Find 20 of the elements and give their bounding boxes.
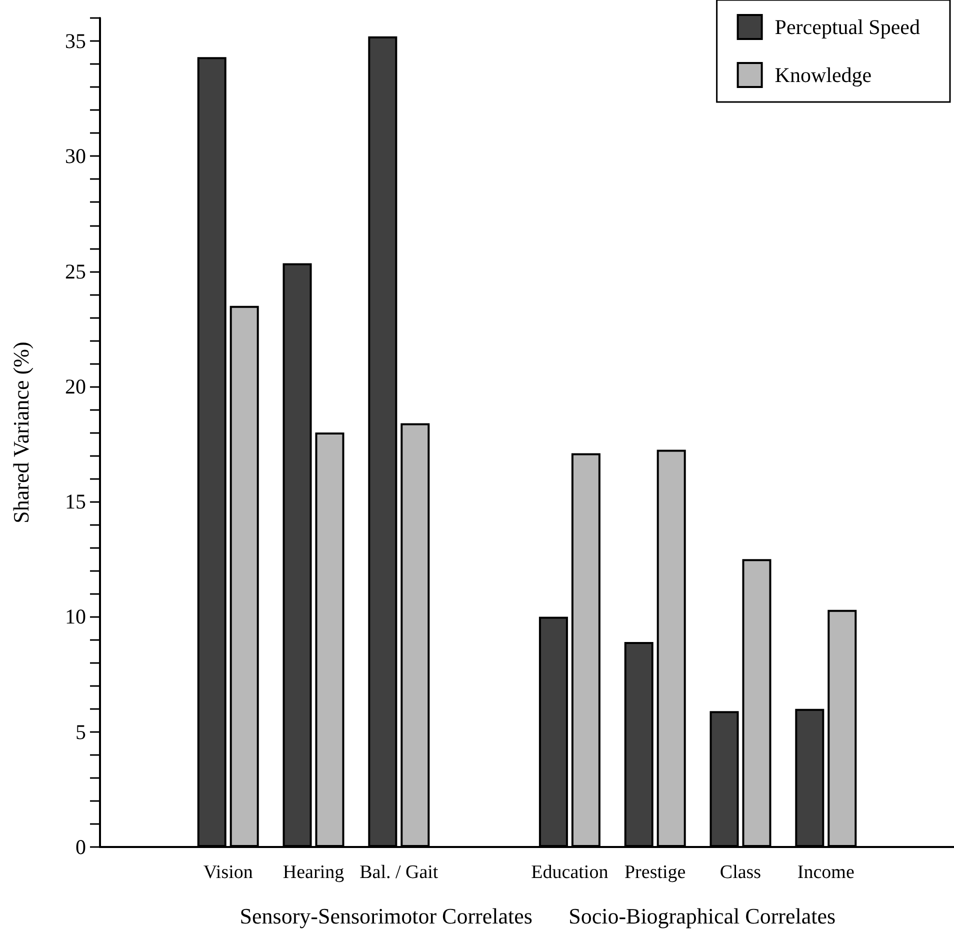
y-axis-title: Shared Variance (%) <box>8 342 34 524</box>
y-tick-label: 10 <box>65 604 86 629</box>
y-tick-label: 20 <box>65 374 86 398</box>
y-tick-label: 35 <box>65 29 86 54</box>
y-tick-label: 5 <box>76 720 86 744</box>
text: Sensory-Sensorimotor Correlates <box>240 904 532 928</box>
y-tick-label: 0 <box>76 835 86 859</box>
legend-label: Knowledge <box>774 63 872 87</box>
y-tick-label: 25 <box>65 259 86 284</box>
y-tick-label: 15 <box>65 490 86 514</box>
x-tick-label: Hearing <box>282 862 345 883</box>
legend-label: Perceptual Speed <box>774 15 920 39</box>
x-tick-label: Education <box>531 862 609 883</box>
x-tick-label: Vision <box>203 862 254 883</box>
x-tick-label: Income <box>797 862 854 883</box>
x-tick-label: Bal. / Gait <box>360 862 439 883</box>
text: Socio-Biographical Correlates <box>568 904 836 928</box>
x-tick-label: Prestige <box>624 862 686 883</box>
y-tick-label: 30 <box>65 144 86 168</box>
x-tick-label: Class <box>720 862 762 883</box>
